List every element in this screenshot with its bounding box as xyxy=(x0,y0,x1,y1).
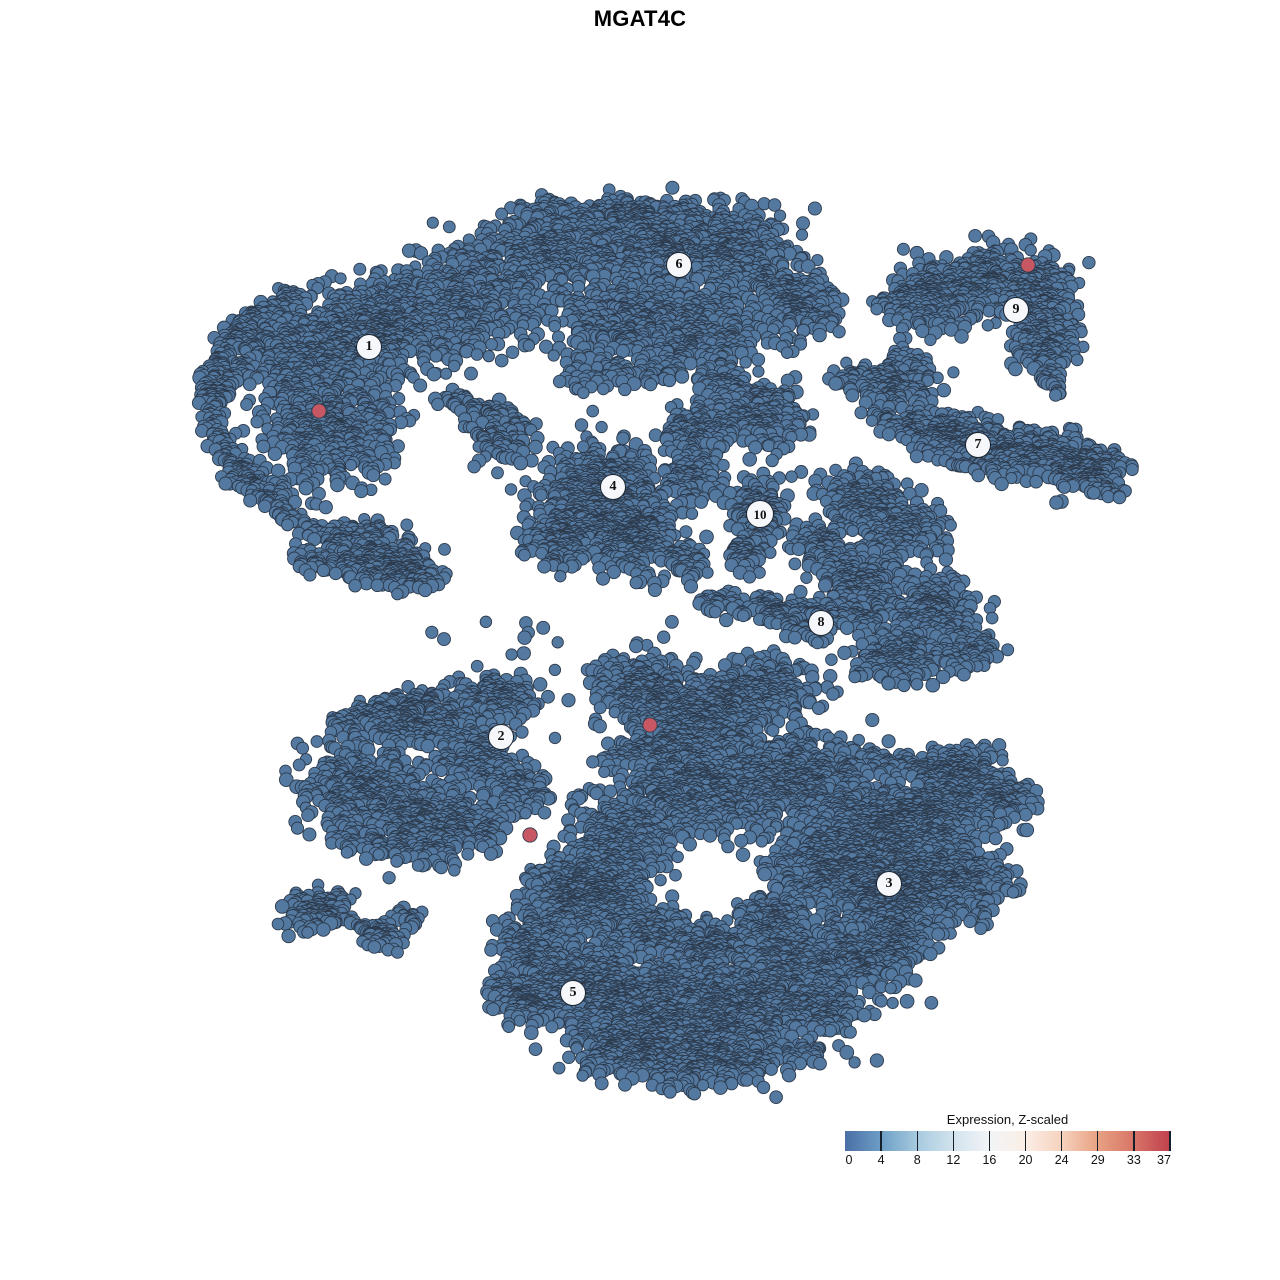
scatter-point xyxy=(947,366,960,379)
scatter-point xyxy=(495,207,509,221)
scatter-point xyxy=(674,369,690,384)
scatter-point xyxy=(494,353,509,368)
scatter-point xyxy=(981,319,994,332)
scatter-point xyxy=(982,304,996,318)
scatter-point xyxy=(470,348,484,361)
scatter-point xyxy=(832,325,846,339)
scatter-point xyxy=(334,272,347,285)
scatter-point xyxy=(1070,353,1084,367)
scatter-point xyxy=(442,220,456,234)
page-title: MGAT4C xyxy=(0,6,1280,32)
scatter-point xyxy=(870,302,883,316)
scatter-point xyxy=(968,228,982,243)
scatter-point xyxy=(522,339,536,352)
scatter-point xyxy=(547,349,560,362)
scatter-point xyxy=(767,198,782,212)
scatter-point xyxy=(795,228,809,241)
scatter-point xyxy=(739,356,752,369)
scatter-point xyxy=(796,216,810,231)
scatter-point xyxy=(807,201,822,216)
scatter-point xyxy=(426,216,439,229)
scatter-point xyxy=(485,338,498,351)
scatter-point xyxy=(464,366,478,381)
scatter-point xyxy=(896,242,910,256)
scatter-point xyxy=(429,349,443,363)
scatter-point xyxy=(954,329,969,344)
scatter-point xyxy=(780,346,794,359)
scatter-point xyxy=(439,367,453,380)
scatter-point xyxy=(548,319,561,333)
scatter-point xyxy=(353,262,367,276)
scatter-point xyxy=(1008,361,1023,377)
scatter-point xyxy=(1082,255,1096,270)
scatter-point xyxy=(751,352,766,367)
scatter-point xyxy=(482,349,495,363)
scatter-point xyxy=(1024,244,1037,257)
scatter-point xyxy=(924,333,937,347)
scatter-point xyxy=(665,180,680,195)
scatter-point xyxy=(752,365,765,378)
scatter-point xyxy=(505,345,520,360)
scatter-point xyxy=(662,373,677,388)
scatter-point xyxy=(812,327,827,343)
scatter-point xyxy=(683,356,698,371)
scatter-point xyxy=(426,366,442,382)
scatter-point xyxy=(401,243,417,258)
